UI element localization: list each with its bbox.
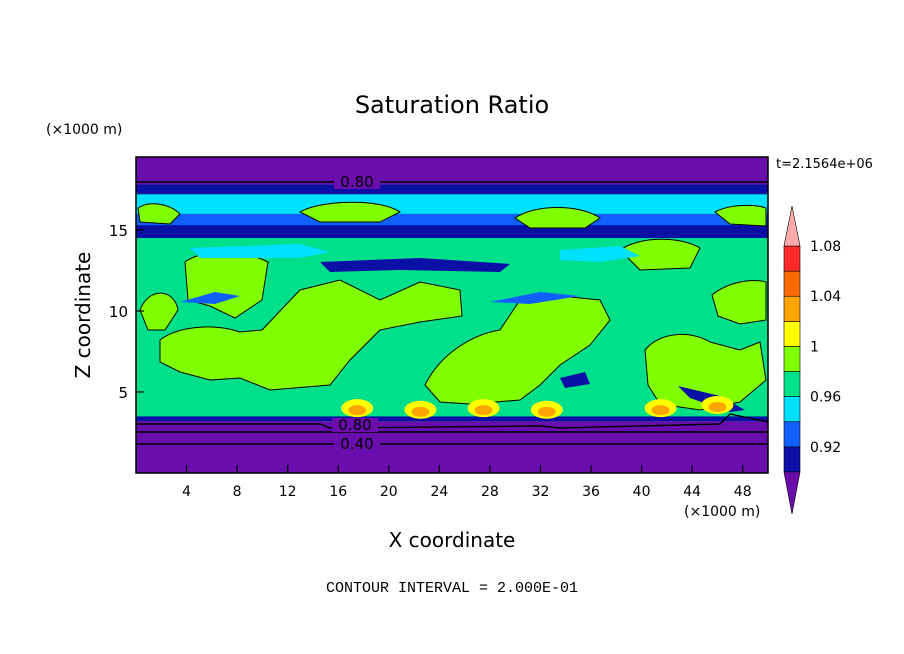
contour-lines [136,181,768,445]
colorbar-segment-1 [783,421,801,448]
x-axis-label: X coordinate [389,528,516,552]
plot-frame [135,156,769,474]
x-units-label: (×1000 m) [684,504,760,520]
dry-band-upper [320,258,510,272]
cloud-patch-top-left [137,203,181,225]
colorbar-segment-5 [783,321,801,347]
hotspot-inner-5 [708,401,727,412]
hotspot-inner-0 [348,405,367,416]
plot-area: 0.80 0.80 0.40 [136,157,768,473]
y-tick-label-2: 15 [109,222,128,240]
level-band-1 [136,416,768,422]
cloud-patch-top-far-right [714,204,767,227]
hotspot-inner-2 [651,405,670,416]
x-tick-label-4: 20 [380,484,398,500]
x-tick-label-7: 32 [532,484,550,500]
field-patches [137,201,767,419]
colorbar-segment-7 [783,270,801,297]
contour-label-bg-2 [332,418,378,432]
contour-lower-1 [136,413,768,429]
cloud-patch-middle [159,279,463,391]
colorbar-label-2: 1 [810,339,819,355]
y-axis-label: Z coordinate [71,252,95,379]
y-tick-label-1: 10 [109,303,128,321]
colorbar-segment-3 [783,371,801,397]
y-units-label: (×1000 m) [46,122,122,138]
cloud-patch-far-right [711,280,767,325]
colorbar-segment-8 [783,245,801,272]
colorbar-segment-0 [783,446,801,473]
colorbar-segment-4 [783,346,801,372]
colorbar-arrow-high [783,205,801,247]
x-tick-label-5: 24 [430,484,448,500]
colorbar: 0.92 0.96 1 1.04 1.08 [783,205,841,515]
cloud-patch-left [139,292,179,331]
contour-label-bg-3 [334,437,380,451]
contour-label-lower-1: 0.80 [338,416,371,434]
level-band-5 [136,194,768,214]
colorbar-label-4: 1.08 [810,239,841,255]
contour-label-lower-2: 0.40 [340,435,373,453]
contour-label-bg-1 [334,173,380,189]
cloud-patch-center [424,295,611,405]
hotspots [341,395,734,419]
hotspot-inner-3 [411,406,430,417]
level-band-6 [136,184,768,195]
colorbar-arrow-low [783,471,801,515]
x-tick-label-3: 16 [329,484,347,500]
level-band-4 [136,213,768,226]
hotspot-inner-1 [474,405,493,416]
moist-patch-lower [190,244,330,258]
cloud-patch-top-right [619,238,701,271]
colorbar-segment-2 [783,396,801,423]
cloud-patch-top-mid [298,201,401,223]
moist-patch-lower-2 [560,246,640,262]
level-band-0 [136,421,768,473]
chart-title: Saturation Ratio [355,91,549,119]
x-tick-label-2: 12 [279,484,297,500]
x-tick-label-8: 36 [582,484,600,500]
colorbar-label-1: 0.96 [810,390,841,406]
x-tick-label-10: 44 [683,484,701,500]
dry-streak-left [180,292,240,304]
x-tick-label-1: 8 [233,484,242,500]
level-band-3 [136,225,768,239]
colorbar-segment-6 [783,295,801,322]
y-tick-label-0: 5 [118,384,128,402]
dry-streak-center [490,292,580,304]
y-ticks: 5 10 15 [109,222,144,402]
colorbar-label-3: 1.04 [810,289,841,305]
x-tick-label-9: 40 [633,484,651,500]
contour-label-upper: 0.80 [340,173,373,191]
dry-spot-right [560,372,590,388]
contour-interval-note: CONTOUR INTERVAL = 2.000E-01 [326,580,578,597]
time-label: t=2.1564e+06 [776,157,873,172]
x-tick-label-0: 4 [182,484,191,500]
x-tick-label-6: 28 [481,484,499,500]
x-tick-label-11: 48 [734,484,752,500]
level-band-7 [136,157,768,185]
cloud-patch-top-center [514,207,601,229]
colorbar-label-0: 0.92 [810,440,841,456]
x-ticks: 4 8 12 16 20 24 28 32 36 40 44 48 [182,465,752,500]
hotspot-inner-4 [537,406,556,417]
